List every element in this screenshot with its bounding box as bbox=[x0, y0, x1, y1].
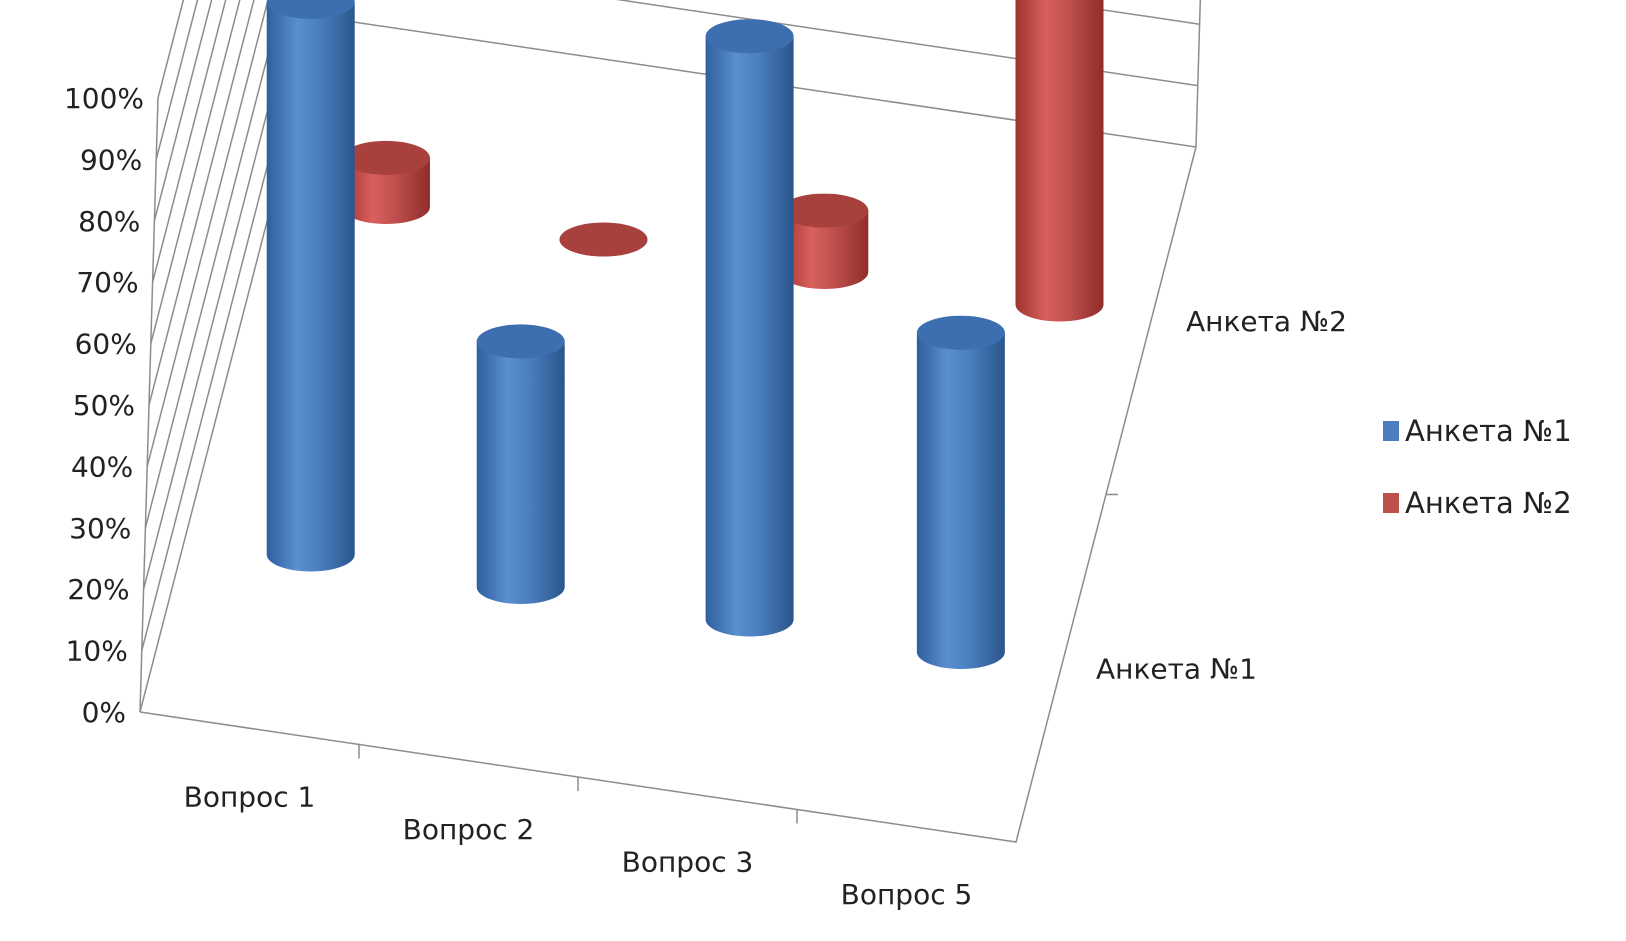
y-tick-label: 30% bbox=[69, 512, 131, 545]
gridline bbox=[141, 0, 1198, 651]
depth-axis-labels: Анкета №1 Анкета №2 bbox=[1096, 305, 1347, 686]
category-label: Вопрос 2 bbox=[403, 813, 535, 846]
y-tick-label: 80% bbox=[78, 205, 140, 238]
wall-edge bbox=[139, 97, 159, 713]
category-axis-labels: Вопрос 1 Вопрос 2 Вопрос 3 Вопрос 5 bbox=[184, 780, 973, 911]
y-tick-label: 0% bbox=[82, 696, 126, 729]
bar-Анкета №2-Вопрос 3 bbox=[780, 193, 869, 289]
bar-Анкета №2-Вопрос 2 bbox=[559, 222, 648, 257]
y-tick-label: 70% bbox=[76, 266, 138, 299]
y-tick-label: 20% bbox=[67, 573, 129, 606]
series-front-bars bbox=[266, 0, 1005, 669]
bar-Анкета №1-Вопрос 2 bbox=[476, 324, 565, 604]
gridline bbox=[148, 0, 255, 406]
gridline bbox=[150, 0, 241, 344]
bar-Анкета №1-Вопрос 5 bbox=[916, 315, 1005, 669]
series-back-bars bbox=[341, 0, 1104, 322]
category-label: Вопрос 5 bbox=[841, 878, 973, 911]
legend-label: Анкета №1 bbox=[1405, 414, 1572, 448]
legend-swatch bbox=[1383, 493, 1399, 513]
gridline bbox=[151, 0, 227, 283]
gridline bbox=[142, 0, 1200, 590]
gridline bbox=[144, 0, 283, 528]
wall-edge bbox=[1195, 0, 1202, 148]
y-tick-label: 100% bbox=[64, 82, 144, 115]
floor-edge bbox=[139, 146, 1197, 843]
legend-swatch bbox=[1383, 421, 1399, 441]
bar-Анкета №2-Вопрос 1 bbox=[341, 140, 430, 224]
y-tick-label: 90% bbox=[80, 143, 142, 176]
y-tick-label: 50% bbox=[73, 389, 135, 422]
category-label: Вопрос 1 bbox=[184, 780, 316, 813]
gridline bbox=[146, 0, 269, 467]
y-tick-label: 10% bbox=[66, 635, 128, 668]
depth-label: Анкета №2 bbox=[1186, 305, 1347, 338]
y-tick-label: 40% bbox=[71, 450, 133, 483]
category-label: Вопрос 3 bbox=[622, 845, 754, 878]
bar-Анкета №2-Вопрос 5 bbox=[1015, 0, 1104, 322]
depth-label: Анкета №1 bbox=[1096, 652, 1257, 685]
y-tick-label: 60% bbox=[75, 328, 137, 361]
y-axis-ticks: 0% 10% 20% 30% 40% 50% 60% 70% 80% 90% 100% bbox=[64, 82, 144, 729]
legend-label: Анкета №2 bbox=[1405, 486, 1572, 520]
bar-Анкета №1-Вопрос 3 bbox=[705, 19, 794, 637]
bar-Анкета №1-Вопрос 1 bbox=[266, 0, 355, 572]
chart-walls bbox=[139, 0, 1202, 843]
legend: Анкета №1 Анкета №2 bbox=[1383, 414, 1572, 520]
